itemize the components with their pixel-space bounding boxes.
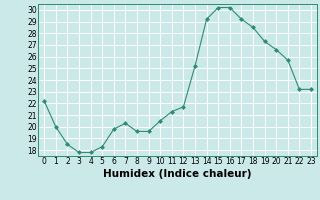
X-axis label: Humidex (Indice chaleur): Humidex (Indice chaleur) <box>103 169 252 179</box>
